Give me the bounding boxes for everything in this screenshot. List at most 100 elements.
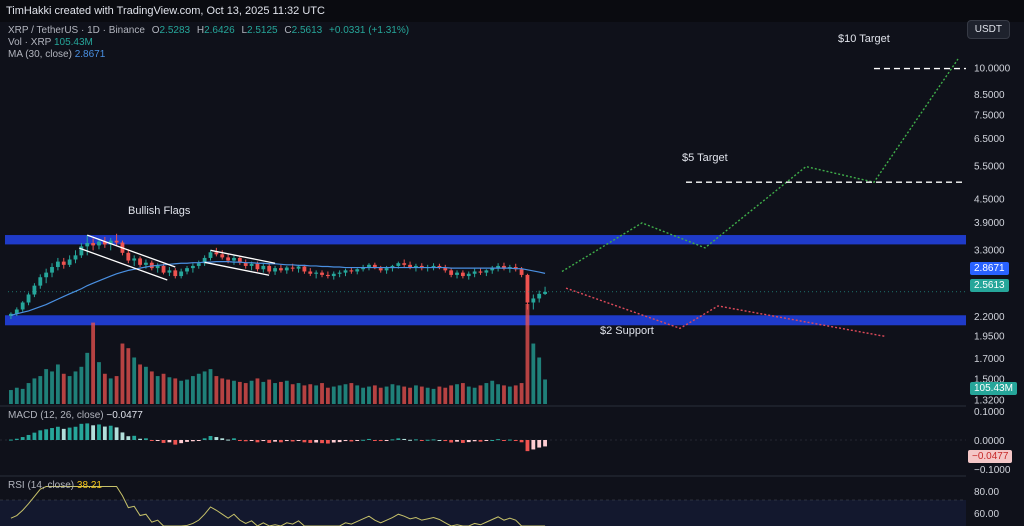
candle-body xyxy=(114,240,119,243)
volume-bar xyxy=(372,385,377,404)
volume-bar xyxy=(185,379,189,404)
macd-histogram-bar xyxy=(507,439,512,441)
macd-histogram-bar xyxy=(9,439,13,441)
volume-bar xyxy=(85,352,90,404)
price-tick-label: 5.5000 xyxy=(974,162,1005,173)
candle-body xyxy=(108,240,113,245)
macd-histogram-bar xyxy=(14,438,19,440)
candle-body xyxy=(378,268,383,271)
volume-bar xyxy=(55,364,60,404)
macd-histogram-bar xyxy=(132,435,137,440)
ma-layer xyxy=(8,261,966,316)
macd-histogram-bar xyxy=(425,439,430,441)
candle-body xyxy=(267,265,272,272)
candle-body xyxy=(38,277,43,286)
volume-bar xyxy=(325,387,330,404)
candle-body xyxy=(314,272,319,274)
candle-body xyxy=(437,265,442,268)
price-tick-label: 1.5000 xyxy=(974,375,1005,386)
volume-bar xyxy=(20,388,25,404)
candle-body xyxy=(97,241,101,246)
volume-bar xyxy=(490,380,495,404)
macd-histogram-bar xyxy=(196,440,201,441)
volume-bar xyxy=(273,383,277,404)
flag-1-bottom xyxy=(79,247,168,281)
annotation-10-target: $10 Target xyxy=(838,33,890,45)
macd-histogram-bar xyxy=(267,440,272,443)
candle-body xyxy=(50,267,54,273)
candle-body xyxy=(79,246,84,256)
grid-layer xyxy=(0,405,966,477)
macd-histogram-bar xyxy=(185,440,189,442)
volume-bar xyxy=(267,379,272,404)
legend-o-label: O xyxy=(151,25,160,36)
volume-bar xyxy=(320,383,324,404)
macd-histogram-bar xyxy=(437,440,442,441)
macd-histogram-bar xyxy=(496,439,501,441)
volume-bar xyxy=(38,376,43,404)
macd-histogram-bar xyxy=(67,427,72,440)
macd-histogram-bar xyxy=(149,440,154,441)
volume-bar xyxy=(337,385,342,404)
macd-histogram-bar xyxy=(378,440,383,442)
macd-histogram-bar xyxy=(102,426,107,440)
price-tick-label: 3.9000 xyxy=(974,218,1005,229)
macd-histogram-bar xyxy=(61,428,66,440)
candle-body xyxy=(525,274,530,303)
volume-bar xyxy=(44,369,49,404)
legend-c-value: 2.5613 xyxy=(291,25,323,36)
candle-body xyxy=(472,271,477,274)
volume-bar xyxy=(108,378,113,404)
candle-body xyxy=(290,267,295,269)
macd-histogram-bar xyxy=(414,439,418,441)
candle-body xyxy=(331,273,336,277)
volume-bar xyxy=(537,357,542,404)
annotation-5-target: $5 Target xyxy=(682,152,728,164)
candle-body xyxy=(161,265,166,273)
ma-price-badge: 2.8671 xyxy=(970,262,1009,275)
candle-body xyxy=(132,258,137,261)
volume-bar xyxy=(396,385,401,404)
candle-body xyxy=(531,298,536,303)
macd-histogram-bar xyxy=(20,437,25,440)
legend-volume: Vol · XRP 105.43M xyxy=(8,37,93,48)
volume-bar xyxy=(414,385,418,404)
candle-body xyxy=(237,257,242,263)
price-tick-label: 8.5000 xyxy=(974,90,1005,101)
volume-bar xyxy=(50,371,54,404)
legend-rsi-value: 38.21 xyxy=(76,480,102,491)
volume-bar xyxy=(167,377,172,404)
volume-bar xyxy=(513,385,518,404)
legend-l-label: L xyxy=(241,25,248,36)
rsi-band xyxy=(0,500,966,526)
volume-bar xyxy=(91,322,96,404)
macd-histogram-bar xyxy=(255,440,260,443)
candle-body xyxy=(173,270,178,277)
legend-macd: MACD (12, 26, close) −0.0477 xyxy=(8,410,143,421)
macd-histogram-bar xyxy=(472,440,477,442)
header-attribution: TimHakki created with TradingView.com, O… xyxy=(0,0,1024,22)
volume-bar xyxy=(390,384,395,404)
volume-bar xyxy=(237,381,242,404)
volume-bar xyxy=(32,378,37,404)
currency-button[interactable]: USDT xyxy=(966,20,1010,39)
macd-histogram-bar xyxy=(44,429,49,440)
zones-layer xyxy=(5,235,967,326)
macd-histogram-bar xyxy=(443,440,448,442)
drawings-layer xyxy=(79,58,966,338)
ma30-line xyxy=(10,261,546,316)
legend-ma-label: MA (30, close) xyxy=(8,49,72,60)
macd-histogram-bar xyxy=(214,437,219,440)
macd-histogram-bar xyxy=(243,440,248,442)
macd-histogram-bar xyxy=(478,440,483,442)
candle-body xyxy=(372,264,377,269)
macd-histogram-bar xyxy=(337,440,342,443)
volume-bar xyxy=(449,385,454,404)
macd-histogram-bar xyxy=(179,440,184,444)
macd-histogram-bar xyxy=(361,439,366,441)
volume-bar xyxy=(331,386,336,404)
candle-body xyxy=(460,272,465,277)
macd-histogram-bar xyxy=(97,424,101,440)
candle-body xyxy=(384,268,389,271)
